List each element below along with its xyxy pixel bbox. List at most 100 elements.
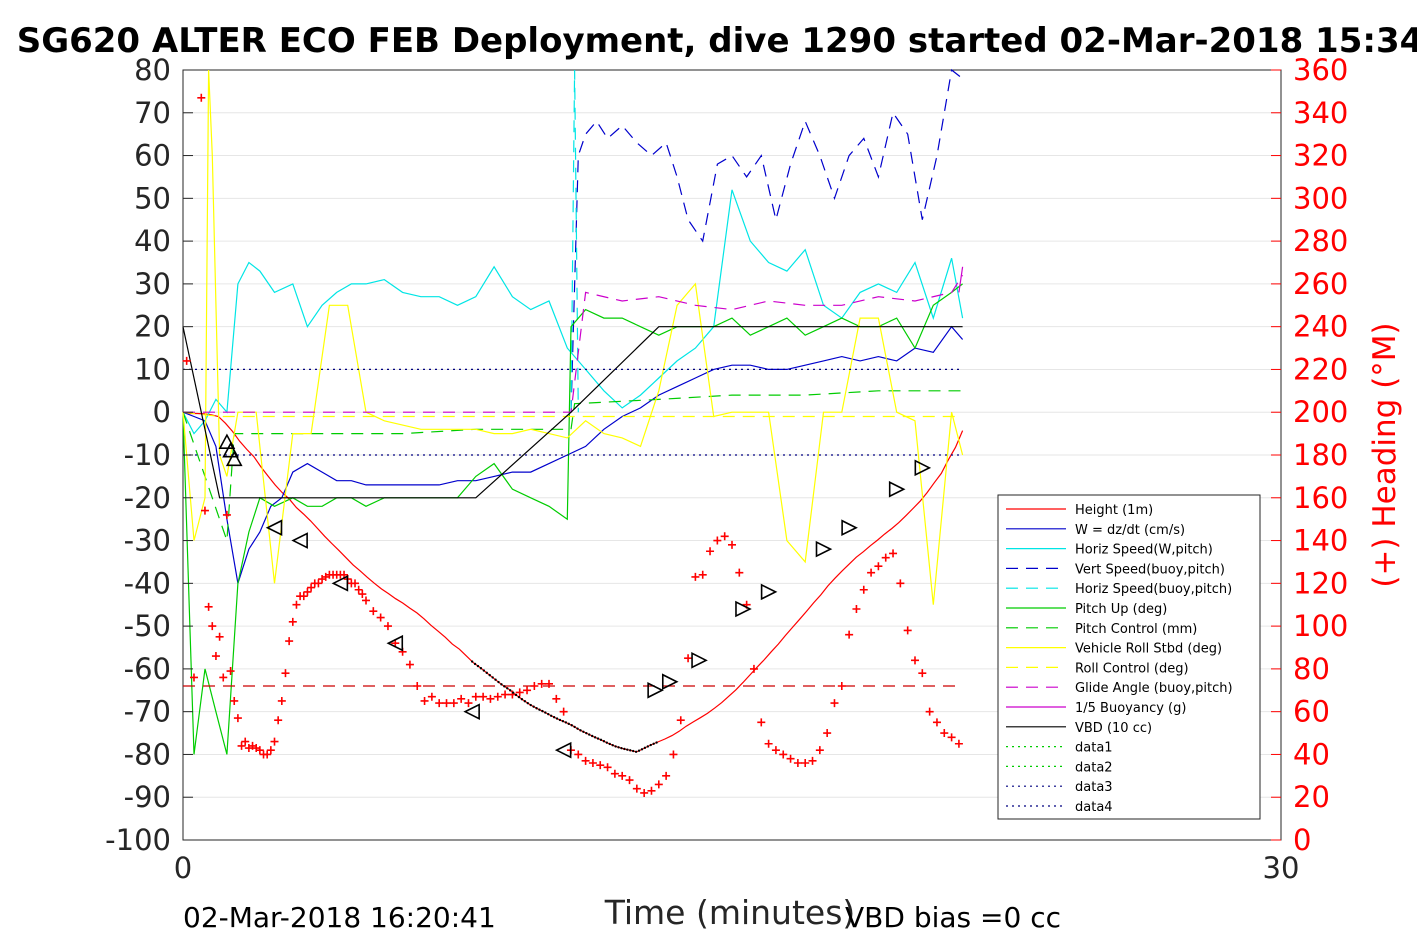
heading-point [442,699,451,708]
heading-point [918,669,927,678]
legend: Height (1m) W = dz/dt (cm/s) Horiz Speed(W… [997,494,1261,820]
bottom-dot [497,680,500,684]
heading-point [222,510,231,519]
heading-point [640,788,649,797]
legend-label: data1 [1075,741,1113,756]
heading-point [889,549,898,558]
bottom-dot [555,717,559,720]
heading-point [270,737,279,746]
legend-entry: data3 [1006,780,1113,795]
heading-point [515,688,524,697]
bottom-dot [488,673,491,677]
y-tick-label: 80 [134,53,171,87]
y-right-tick-label: 20 [1293,780,1330,814]
legend-label: Horiz Speed(W,pitch) [1075,543,1213,558]
legend-label: VBD (10 cc) [1075,721,1152,736]
heading-point [662,771,671,780]
bottom-dot [579,729,582,732]
bottom-dot [617,746,620,749]
y-right-tick-label: 220 [1293,352,1348,386]
bottom-dot [517,695,521,699]
legend-entry: data2 [1006,760,1113,775]
legend-entry: Horiz Speed(buoy,pitch) [1006,582,1232,597]
heading-point [618,771,627,780]
legend-label: data4 [1075,800,1113,815]
y-tick-label: -30 [124,524,171,558]
series-roll [182,69,964,605]
glider-marker [463,703,480,720]
y-tick-label: 0 [153,395,171,429]
bottom-dot [623,747,626,751]
heading-point [588,759,597,767]
y-axis-label-right: (+) Heading (°M) [1367,322,1403,587]
heading-point [369,607,378,616]
bottom-dot [590,734,594,738]
bottom-dot [605,741,609,744]
heading-point [200,506,209,515]
bottom-dot [582,730,585,733]
bottom-dot [570,724,573,727]
glider-marker [914,459,932,477]
y-right-tick-label: 200 [1293,395,1348,429]
bottom-dot [585,731,588,735]
heading-point [405,660,414,669]
y-ticks-left: 80 70 60 50 40 30 20 10 0 -10 -20 -30 -40 -50 -60 -70 -8… [105,53,193,857]
y-tick-label: -40 [124,566,171,600]
heading-point [219,673,228,682]
series-vert_buoy [570,68,963,413]
heading-point [182,356,191,365]
y-right-tick-label: 120 [1293,566,1348,600]
y-right-tick-label: 140 [1293,524,1348,558]
bottom-dot [614,745,617,748]
bottom-dot [552,715,556,719]
heading-point [189,673,198,682]
glider-marker [661,673,679,691]
heading-point [292,600,301,609]
heading-point [574,750,583,759]
heading-point [676,716,685,725]
heading-point [764,739,773,748]
heading-point [285,637,294,646]
legend-entry: 1/5 Buoyancy (g) [1006,701,1186,716]
legend-entry: Glide Angle (buoy,pitch) [1006,681,1233,696]
bottom-dot [523,700,527,703]
bottom-dot [482,669,486,672]
legend-label: Glide Angle (buoy,pitch) [1075,681,1233,696]
heading-point [266,746,275,755]
bottom-dot [588,733,591,736]
y-right-tick-label: 60 [1293,695,1330,729]
legend-label: Pitch Up (deg) [1075,602,1167,617]
heading-point [786,754,795,763]
bottom-dot [596,737,600,740]
footer-timestamp: 02-Mar-2018 16:20:41 [183,901,496,934]
heading-point [376,613,385,622]
glider-marker [841,519,858,537]
legend-label: Horiz Speed(buoy,pitch) [1075,582,1232,597]
heading-point [358,590,367,599]
heading-point [581,756,590,765]
legend-label: Pitch Control (mm) [1075,622,1197,637]
heading-point [801,759,810,767]
bottom-dot [509,689,512,692]
bottom-dot [576,727,579,730]
bottom-dot [470,660,474,663]
heading-point [413,682,422,690]
heading-point [610,769,619,778]
heading-point [859,585,868,594]
legend-entry: Roll Control (deg) [1006,661,1189,676]
bottom-dot [500,683,503,686]
heading-point [874,562,883,571]
bottom-dot [567,722,570,726]
heading-point [815,746,824,755]
y-tick-label: -100 [105,823,171,857]
heading-point [537,679,546,688]
bottom-dot [491,676,494,679]
legend-label: Height (1m) [1075,503,1153,518]
y-tick-label: 20 [134,310,171,344]
heading-point [669,750,678,759]
heading-point [925,707,934,716]
bottom-dot [547,712,550,716]
y-tick-label: -90 [124,780,171,814]
bottom-dot [564,721,568,724]
heading-point [911,656,919,665]
